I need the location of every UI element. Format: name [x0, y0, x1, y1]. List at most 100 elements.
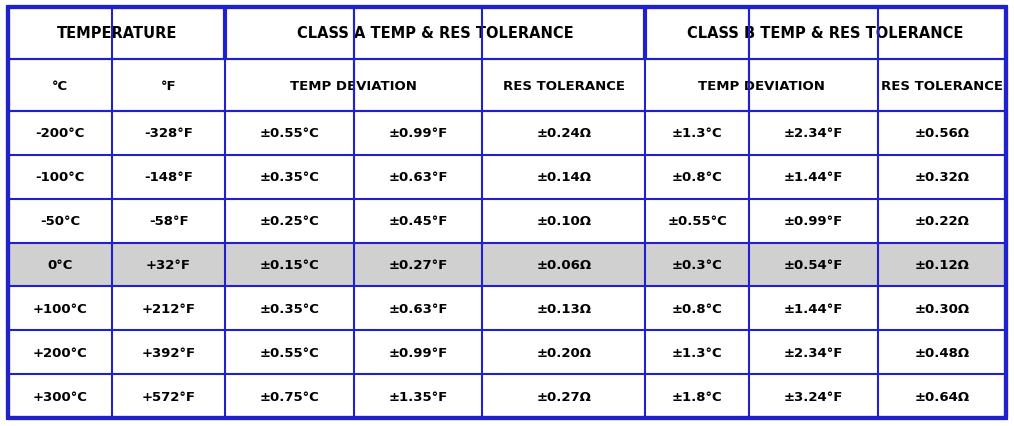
Bar: [645, 331, 749, 374]
Bar: [645, 60, 877, 112]
Bar: [645, 374, 749, 418]
Text: ±0.63°F: ±0.63°F: [388, 302, 448, 315]
Text: ±0.75°C: ±0.75°C: [260, 390, 319, 403]
Bar: [483, 374, 645, 418]
Text: -50°C: -50°C: [40, 215, 80, 227]
Text: ±0.32Ω: ±0.32Ω: [915, 171, 969, 184]
Bar: [354, 243, 483, 287]
Text: -148°F: -148°F: [144, 171, 193, 184]
Bar: [354, 112, 483, 155]
Bar: [483, 60, 645, 112]
Bar: [354, 331, 483, 374]
Text: ±0.8°C: ±0.8°C: [672, 302, 723, 315]
Text: ±0.35°C: ±0.35°C: [260, 171, 319, 184]
Bar: [749, 243, 877, 287]
Text: ±0.13Ω: ±0.13Ω: [536, 302, 591, 315]
Text: ±0.3°C: ±0.3°C: [672, 259, 723, 271]
Text: ±0.06Ω: ±0.06Ω: [536, 259, 591, 271]
Bar: [877, 112, 1006, 155]
Bar: [877, 374, 1006, 418]
Text: +212°F: +212°F: [142, 302, 196, 315]
Text: +392°F: +392°F: [142, 346, 196, 359]
Bar: [747, 60, 750, 112]
Bar: [483, 243, 645, 287]
Text: ±0.54°F: ±0.54°F: [784, 259, 843, 271]
Text: ±1.35°F: ±1.35°F: [388, 390, 448, 403]
Text: ±2.34°F: ±2.34°F: [784, 127, 843, 140]
Text: ±0.24Ω: ±0.24Ω: [536, 127, 591, 140]
Bar: [354, 374, 483, 418]
Text: ±0.27Ω: ±0.27Ω: [536, 390, 591, 403]
Bar: [225, 374, 354, 418]
Bar: [8, 112, 112, 155]
Bar: [8, 287, 112, 331]
Text: RES TOLERANCE: RES TOLERANCE: [881, 79, 1003, 92]
Text: ±0.99°F: ±0.99°F: [388, 346, 448, 359]
Text: ±0.15°C: ±0.15°C: [260, 259, 319, 271]
Text: ±0.45°F: ±0.45°F: [388, 215, 448, 227]
Text: ±0.14Ω: ±0.14Ω: [536, 171, 591, 184]
Bar: [225, 287, 354, 331]
Text: ±1.44°F: ±1.44°F: [784, 171, 843, 184]
Text: ±0.56Ω: ±0.56Ω: [915, 127, 969, 140]
Bar: [749, 287, 877, 331]
Text: +572°F: +572°F: [142, 390, 196, 403]
Bar: [225, 199, 354, 243]
Text: ±0.55°C: ±0.55°C: [260, 346, 319, 359]
Text: ±0.64Ω: ±0.64Ω: [915, 390, 969, 403]
Bar: [877, 243, 1006, 287]
Text: ±3.24°F: ±3.24°F: [784, 390, 843, 403]
Bar: [112, 287, 225, 331]
Bar: [354, 199, 483, 243]
Bar: [8, 199, 112, 243]
Bar: [8, 8, 225, 60]
Text: RES TOLERANCE: RES TOLERANCE: [503, 79, 625, 92]
Bar: [8, 60, 112, 112]
Bar: [354, 287, 483, 331]
Text: ±0.55°C: ±0.55°C: [667, 215, 727, 227]
Bar: [225, 60, 483, 112]
Bar: [483, 199, 645, 243]
Text: 0°C: 0°C: [48, 259, 73, 271]
Text: ±1.44°F: ±1.44°F: [784, 302, 843, 315]
Text: CLASS A TEMP & RES TOLERANCE: CLASS A TEMP & RES TOLERANCE: [297, 26, 574, 41]
Text: +32°F: +32°F: [146, 259, 191, 271]
Bar: [112, 243, 225, 287]
Bar: [354, 155, 483, 199]
Text: CLASS B TEMP & RES TOLERANCE: CLASS B TEMP & RES TOLERANCE: [687, 26, 964, 41]
Text: +200°C: +200°C: [32, 346, 87, 359]
Bar: [112, 331, 225, 374]
Bar: [645, 8, 1006, 60]
Text: TEMP DEVIATION: TEMP DEVIATION: [698, 79, 824, 92]
Bar: [749, 331, 877, 374]
Text: -100°C: -100°C: [35, 171, 84, 184]
Bar: [749, 155, 877, 199]
Bar: [483, 112, 645, 155]
Text: ±0.8°C: ±0.8°C: [672, 171, 723, 184]
Bar: [8, 155, 112, 199]
Text: ±0.55°C: ±0.55°C: [260, 127, 319, 140]
Bar: [877, 155, 1006, 199]
Text: ±0.12Ω: ±0.12Ω: [915, 259, 969, 271]
Bar: [483, 155, 645, 199]
Text: °F: °F: [161, 79, 176, 92]
Bar: [112, 112, 225, 155]
Bar: [352, 60, 355, 112]
Bar: [225, 331, 354, 374]
Text: ±0.10Ω: ±0.10Ω: [536, 215, 591, 227]
Bar: [225, 112, 354, 155]
Bar: [112, 374, 225, 418]
Bar: [645, 199, 749, 243]
Text: °C: °C: [52, 79, 68, 92]
Bar: [225, 243, 354, 287]
Text: ±1.3°C: ±1.3°C: [672, 346, 723, 359]
Bar: [8, 243, 112, 287]
Bar: [645, 155, 749, 199]
Bar: [877, 287, 1006, 331]
Text: ±0.27°F: ±0.27°F: [388, 259, 448, 271]
Text: ±0.20Ω: ±0.20Ω: [536, 346, 591, 359]
Text: -58°F: -58°F: [149, 215, 189, 227]
Bar: [8, 374, 112, 418]
Bar: [8, 331, 112, 374]
Text: TEMP DEVIATION: TEMP DEVIATION: [290, 79, 418, 92]
